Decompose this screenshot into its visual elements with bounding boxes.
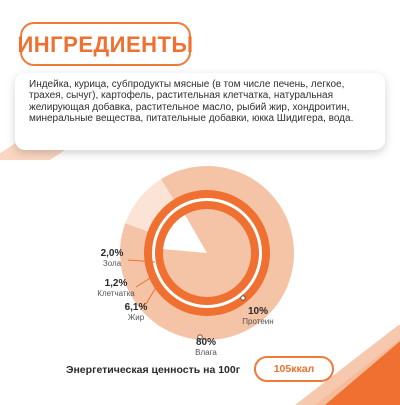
energy-label: Энергетическая ценность на 100г	[66, 364, 241, 376]
ash-slice	[163, 214, 207, 253]
moisture-name: Влага	[195, 348, 217, 357]
energy-value-pill: 105ккал	[254, 356, 334, 382]
ash-name: Зола	[102, 259, 122, 268]
fiber-value: 1,2%	[104, 278, 128, 289]
label-ash: 2,0% Зола	[92, 248, 132, 268]
label-fat: 6,1% Жир	[116, 302, 156, 322]
fat-name: Жир	[127, 313, 145, 322]
moisture-value: 80%	[195, 337, 216, 348]
label-moisture: 80% Влага	[186, 337, 226, 357]
label-fiber: 1,2% Клетчатка	[92, 278, 140, 298]
decorative-stripe-bottom	[295, 325, 400, 405]
ash-leader	[127, 259, 156, 263]
ingredients-card: Индейка, курица, субпродукты мясные (в т…	[15, 73, 385, 150]
moisture-marker	[197, 334, 203, 340]
title-box: ИНГРЕДИЕНТЫ	[17, 22, 194, 66]
page-title: ИНГРЕДИЕНТЫ	[17, 31, 194, 57]
fat-value: 6,1%	[124, 302, 148, 313]
ash-value: 2,0%	[100, 248, 124, 259]
protein-marker	[240, 295, 246, 301]
fiber-leader	[135, 274, 156, 288]
protein-value: 10%	[247, 306, 268, 317]
label-protein: 10% Протеин	[236, 306, 280, 326]
ingredients-text: Индейка, курица, субпродукты мясные (в т…	[29, 79, 354, 125]
protein-name: Протеин	[242, 317, 274, 326]
energy-value: 105ккал	[273, 363, 315, 375]
fiber-name: Клетчатка	[97, 289, 135, 298]
fat-leader	[145, 283, 159, 305]
